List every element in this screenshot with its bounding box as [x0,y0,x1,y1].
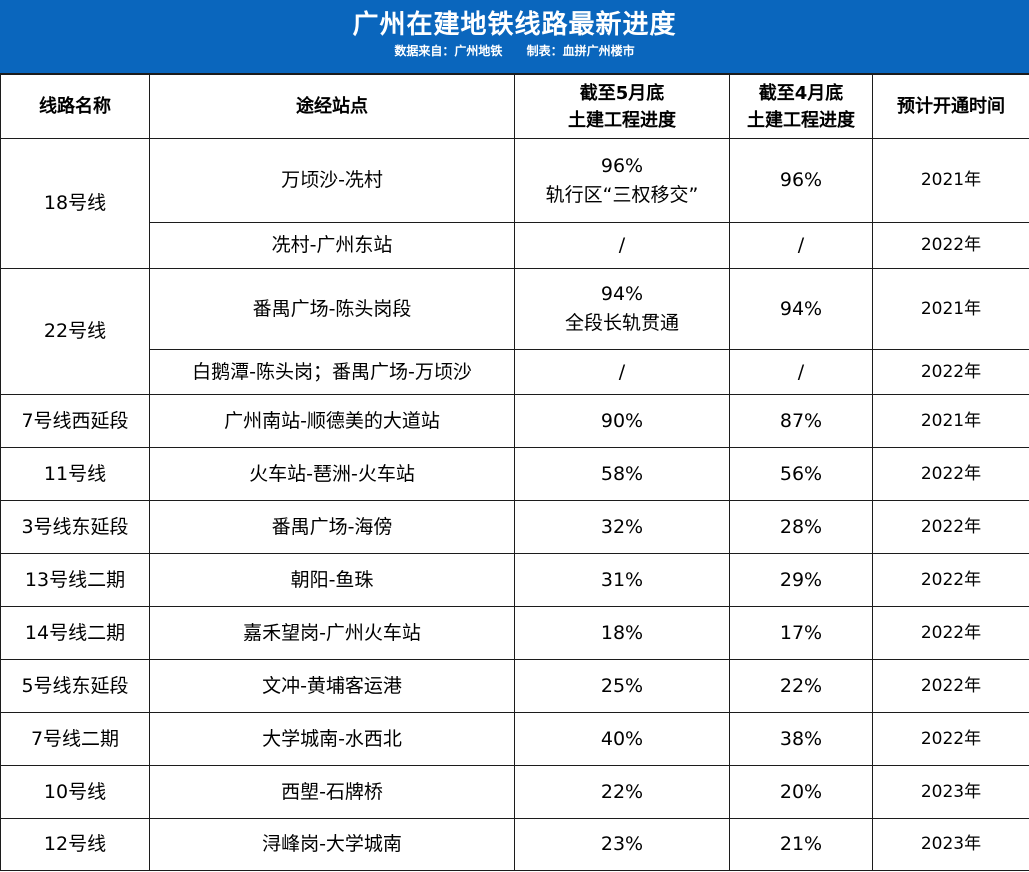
stations: 广州南站-顺德美的大道站 [149,394,515,448]
may-progress: 18% [514,606,730,660]
table-row: 11号线 火车站-琶洲-火车站 58% 56% 2022年 [0,447,1029,501]
apr-progress: 29% [729,553,873,607]
may-progress: 31% [514,553,730,607]
stations: 大学城南-水西北 [149,712,515,766]
apr-progress: 28% [729,500,873,554]
stations: 朝阳-鱼珠 [149,553,515,607]
apr-progress: 22% [729,659,873,713]
header-apr-progress: 截至4月底 土建工程进度 [729,74,873,139]
stations: 冼村-广州东站 [149,222,515,269]
stations: 白鹅潭-陈头岗；番禺广场-万顷沙 [149,349,515,395]
may-progress: / [514,222,730,269]
table-row: 14号线二期 嘉禾望岗-广州火车站 18% 17% 2022年 [0,606,1029,660]
apr-progress: 17% [729,606,873,660]
apr-progress: 96% [729,138,873,223]
line-name: 11号线 [0,447,150,501]
table-row: 12号线 浔峰岗-大学城南 23% 21% 2023年 [0,818,1029,871]
stations: 万顷沙-冼村 [149,138,515,223]
table-row: 22号线 番禺广场-陈头岗段 94% 全段长轨贯通 94% 2021年 [0,268,1029,395]
line-name: 22号线 [0,268,150,395]
header-may-progress: 截至5月底 土建工程进度 [514,74,730,139]
apr-progress: / [729,349,873,395]
open-time: 2022年 [872,712,1029,766]
line-name: 12号线 [0,818,150,871]
table-row: 13号线二期 朝阳-鱼珠 31% 29% 2022年 [0,553,1029,607]
title-banner: 广州在建地铁线路最新进度 数据来自：广州地铁 制表：血拼广州楼市 [0,0,1029,74]
maker-label: 制表：血拼广州楼市 [526,44,635,58]
open-time: 2021年 [872,268,1029,350]
may-progress: 23% [514,818,730,871]
header-open-time: 预计开通时间 [872,74,1029,139]
open-time: 2022年 [872,349,1029,395]
table-row: 18号线 万顷沙-冼村 96% 轨行区“三权移交” 96% 2021年 [0,138,1029,269]
stations: 浔峰岗-大学城南 [149,818,515,871]
line-name: 18号线 [0,138,150,269]
may-progress: / [514,349,730,395]
table-row: 5号线东延段 文冲-黄埔客运港 25% 22% 2022年 [0,659,1029,713]
header-stations: 途经站点 [149,74,515,139]
stations: 火车站-琶洲-火车站 [149,447,515,501]
stations: 嘉禾望岗-广州火车站 [149,606,515,660]
open-time: 2022年 [872,447,1029,501]
line-name: 14号线二期 [0,606,150,660]
line-name: 13号线二期 [0,553,150,607]
may-progress: 40% [514,712,730,766]
table-row: 7号线二期 大学城南-水西北 40% 38% 2022年 [0,712,1029,766]
table-row: 3号线东延段 番禺广场-海傍 32% 28% 2022年 [0,500,1029,554]
apr-progress: 87% [729,394,873,448]
may-progress: 90% [514,394,730,448]
table-row: 白鹅潭-陈头岗；番禺广场-万顷沙 / / 2022年 [1,349,1029,395]
apr-progress: 94% [729,268,873,350]
apr-progress: 21% [729,818,873,871]
subtitle: 数据来自：广州地铁 制表：血拼广州楼市 [0,42,1029,60]
progress-table: 线路名称 途经站点 截至5月底 土建工程进度 截至4月底 土建工程进度 预计开通时间… [0,74,1029,871]
may-progress: 58% [514,447,730,501]
header-row: 线路名称 途经站点 截至5月底 土建工程进度 截至4月底 土建工程进度 预计开通时间 [0,74,1029,139]
line-name: 10号线 [0,765,150,819]
open-time: 2022年 [872,659,1029,713]
table-row: 7号线西延段 广州南站-顺德美的大道站 90% 87% 2021年 [0,394,1029,448]
open-time: 2022年 [872,500,1029,554]
line-name: 3号线东延段 [0,500,150,554]
apr-progress: 56% [729,447,873,501]
open-time: 2022年 [872,553,1029,607]
may-progress: 96% 轨行区“三权移交” [514,138,730,223]
open-time: 2023年 [872,818,1029,871]
apr-progress: / [729,222,873,269]
open-time: 2023年 [872,765,1029,819]
page-title: 广州在建地铁线路最新进度 [352,10,677,40]
open-time: 2021年 [872,394,1029,448]
may-progress: 32% [514,500,730,554]
apr-progress: 20% [729,765,873,819]
stations: 番禺广场-海傍 [149,500,515,554]
open-time: 2021年 [872,138,1029,223]
source-label: 数据来自：广州地铁 [394,44,503,58]
line-name: 7号线西延段 [0,394,150,448]
apr-progress: 38% [729,712,873,766]
line-name: 5号线东延段 [0,659,150,713]
header-line: 线路名称 [0,74,150,139]
stations: 西塱-石牌桥 [149,765,515,819]
stations: 番禺广场-陈头岗段 [149,268,515,350]
may-progress: 94% 全段长轨贯通 [514,268,730,350]
table-row: 冼村-广州东站 / / 2022年 [1,222,1029,269]
line-name: 7号线二期 [0,712,150,766]
open-time: 2022年 [872,222,1029,269]
may-progress: 22% [514,765,730,819]
open-time: 2022年 [872,606,1029,660]
table-row: 10号线 西塱-石牌桥 22% 20% 2023年 [0,765,1029,819]
stations: 文冲-黄埔客运港 [149,659,515,713]
may-progress: 25% [514,659,730,713]
